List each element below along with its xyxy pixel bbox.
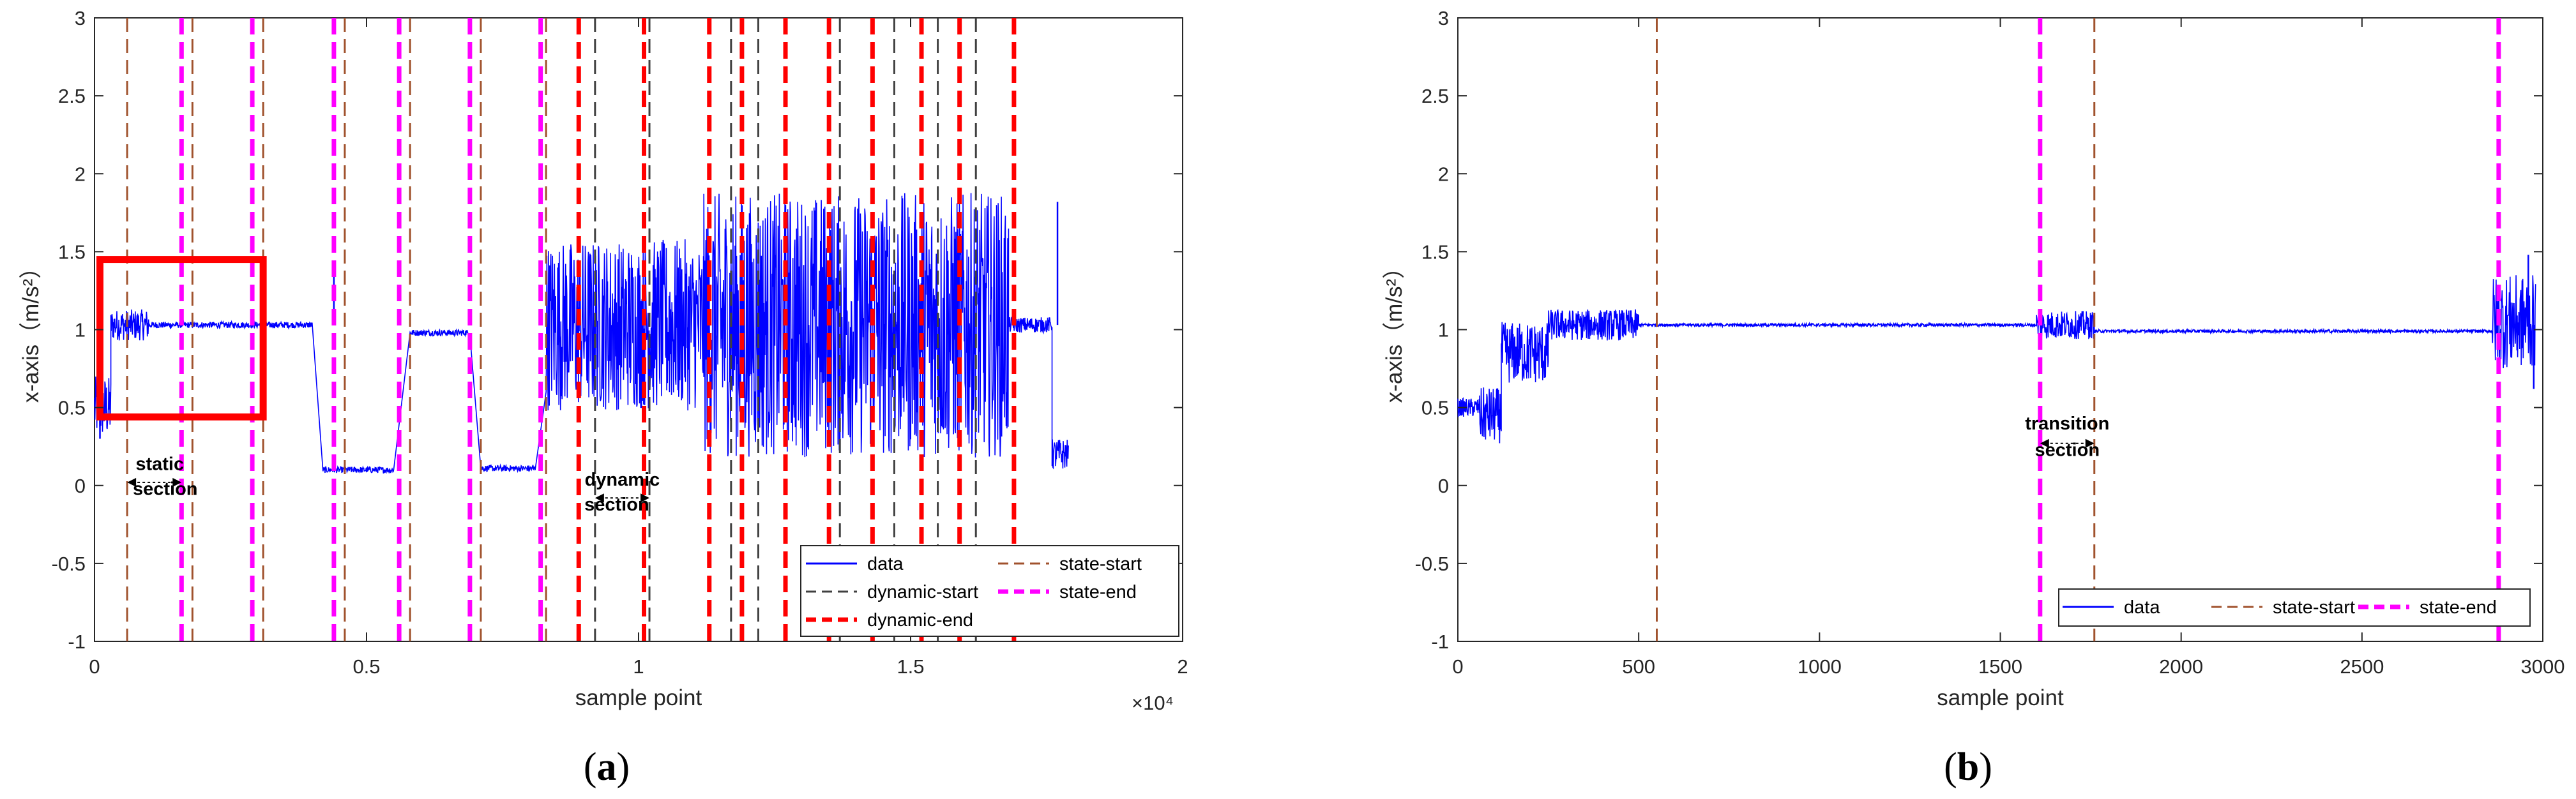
x-tick-label: 2000	[2159, 655, 2203, 678]
section-annotation: section	[2035, 440, 2100, 460]
x-tick-label: 0	[1452, 655, 1463, 678]
legend-label-dynamic-start: dynamic-start	[867, 582, 978, 602]
legend-label-state-end: state-end	[2420, 597, 2497, 618]
legend-label-dynamic-end: dynamic-end	[867, 610, 973, 631]
legend-label-data: data	[867, 554, 904, 574]
arrow-head-left	[2040, 438, 2049, 448]
arrow-head-right	[172, 477, 182, 487]
section-annotation: dynamic	[585, 470, 660, 490]
x-tick-label: 0	[89, 655, 100, 678]
y-tick-label: 3	[75, 7, 86, 29]
legend-box	[800, 545, 1179, 637]
plot-area	[1457, 17, 2543, 642]
arrow-head-right	[2085, 438, 2095, 448]
y-tick-label: -1	[1431, 631, 1449, 653]
x-tick-label: 1500	[1978, 655, 2022, 678]
y-tick-label: 2.5	[58, 85, 86, 107]
highlight-box	[96, 256, 267, 421]
y-tick-label: 0	[1438, 475, 1449, 497]
x-tick-label: 0.5	[352, 655, 380, 678]
x-tick-label: 2	[1177, 655, 1188, 678]
arrow-head-left	[127, 477, 137, 487]
y-tick-label: -1	[68, 631, 86, 653]
section-annotation: transition	[2025, 414, 2109, 434]
chart-panel-a: static section dynamic section 0 0.5 1 1.5 2 -1 -0…	[19, 7, 1188, 789]
y-tick-label: 2	[75, 163, 86, 185]
y-tick-label: 1.5	[58, 241, 86, 263]
x-tick-label: 3000	[2521, 655, 2565, 678]
x-exponent-label: ×10⁴	[1132, 692, 1174, 714]
legend-label-state-start: state-start	[1059, 554, 1142, 574]
y-tick-label: 0	[75, 475, 86, 497]
x-axis-label: sample point	[575, 685, 702, 710]
panel-caption: (b)	[1944, 745, 1992, 789]
y-tick-label: 3	[1438, 7, 1449, 29]
y-tick-label: -0.5	[1415, 553, 1449, 575]
y-tick-label: 2	[1438, 163, 1449, 185]
x-tick-label: 500	[1622, 655, 1655, 678]
legend-label-state-start: state-start	[2273, 597, 2355, 618]
legend-label-data: data	[2124, 597, 2160, 618]
section-annotation: static	[135, 454, 184, 474]
x-tick-label: 1	[633, 655, 644, 678]
panel-caption: (a)	[584, 745, 630, 789]
legend-label-state-end: state-end	[1059, 582, 1137, 602]
section-annotation: section	[584, 495, 649, 515]
x-tick-label: 2500	[2340, 655, 2384, 678]
y-tick-label: 1	[75, 319, 86, 341]
data-series-line	[1457, 275, 2536, 444]
data-series-line	[94, 193, 1069, 474]
arrow-head-left	[595, 493, 604, 503]
legend-box	[2058, 588, 2531, 627]
y-axis-label: x-axis（m/s²）	[19, 257, 43, 403]
y-tick-label: -0.5	[52, 553, 86, 575]
y-tick-label: 0.5	[58, 397, 86, 419]
x-tick-label: 1000	[1798, 655, 1842, 678]
x-axis-label: sample point	[1937, 685, 2064, 710]
y-tick-label: 1	[1438, 319, 1449, 341]
y-axis-label: x-axis（m/s²）	[1382, 257, 1407, 403]
section-annotation: section	[133, 479, 198, 499]
x-tick-label: 1.5	[897, 655, 924, 678]
arrow-head-right	[640, 493, 650, 503]
y-tick-label: 2.5	[1421, 85, 1449, 107]
y-tick-label: 0.5	[1421, 397, 1449, 419]
y-tick-label: 1.5	[1421, 241, 1449, 263]
